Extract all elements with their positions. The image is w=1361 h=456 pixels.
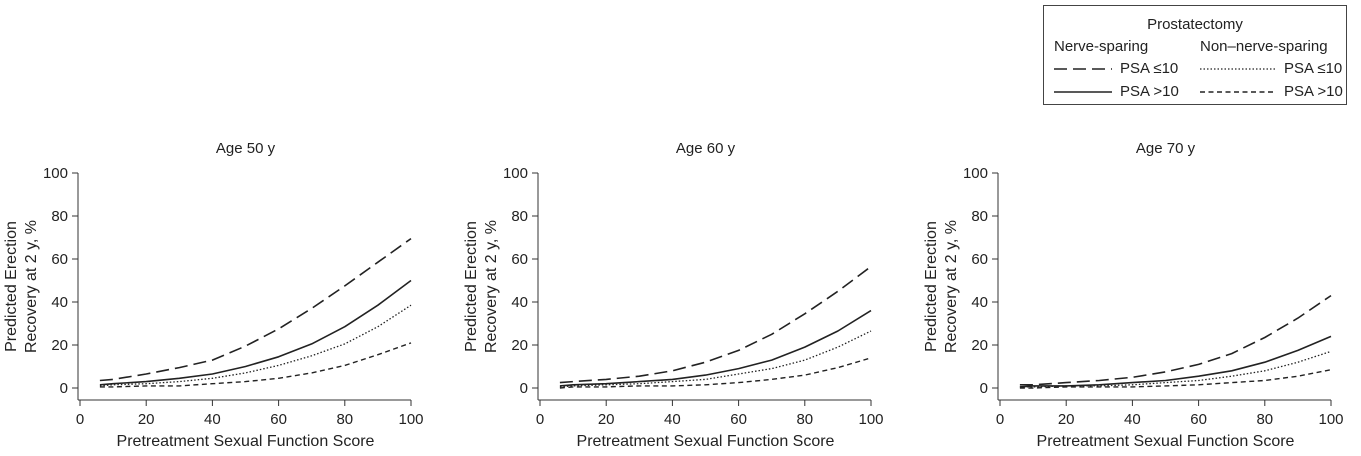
legend: Prostatectomy Nerve-sparing Non–nerve-sp… bbox=[1043, 5, 1347, 105]
legend-swatch-shortdash bbox=[1200, 91, 1276, 93]
y-tick-label: 40 bbox=[971, 294, 988, 311]
x-tick-label: 60 bbox=[730, 411, 747, 428]
x-tick-label: 80 bbox=[336, 411, 353, 428]
y-tick-label: 80 bbox=[511, 208, 528, 225]
legend-label: PSA ≤10 bbox=[1284, 60, 1343, 77]
x-axis-label: Pretreatment Sexual Function Score bbox=[117, 433, 375, 450]
y-tick-label: 20 bbox=[511, 337, 528, 354]
x-tick-label: 20 bbox=[138, 411, 155, 428]
x-tick-label: 40 bbox=[1124, 411, 1141, 428]
y-tick-label: 0 bbox=[60, 380, 68, 397]
x-tick-label: 0 bbox=[76, 411, 84, 428]
x-tick-label: 40 bbox=[204, 411, 221, 428]
x-tick-label: 80 bbox=[796, 411, 813, 428]
legend-label: PSA >10 bbox=[1284, 83, 1343, 100]
y-axis-label: Predicted Erection Recovery at 2 y, % bbox=[463, 220, 500, 353]
legend-swatch-longdash bbox=[1054, 68, 1112, 70]
y-tick-label: 100 bbox=[43, 165, 68, 182]
x-tick-label: 0 bbox=[996, 411, 1004, 428]
y-tick-label: 20 bbox=[971, 337, 988, 354]
series-line-dotted bbox=[99, 304, 412, 387]
legend-label: PSA ≤10 bbox=[1120, 60, 1179, 77]
legend-swatch-solid bbox=[1054, 91, 1112, 93]
chart-title: Age 50 y bbox=[216, 140, 276, 157]
x-tick-label: 100 bbox=[858, 411, 883, 428]
series-line-shortdash bbox=[99, 342, 412, 388]
x-tick-label: 60 bbox=[1190, 411, 1207, 428]
x-tick-label: 0 bbox=[536, 411, 544, 428]
y-axis-label: Predicted Erection Recovery at 2 y, % bbox=[3, 220, 40, 353]
series-line-shortdash bbox=[1019, 369, 1332, 389]
y-tick-label: 100 bbox=[503, 165, 528, 182]
legend-item-nns-psa-low: PSA ≤10 bbox=[1200, 60, 1343, 78]
y-tick-label: 40 bbox=[51, 294, 68, 311]
series-line-longdash bbox=[559, 265, 872, 384]
series-line-dotted bbox=[1019, 350, 1332, 388]
legend-swatch-dotted bbox=[1200, 68, 1276, 70]
series-line-solid bbox=[559, 309, 872, 387]
x-tick-label: 20 bbox=[1058, 411, 1075, 428]
legend-item-ns-psa-low: PSA ≤10 bbox=[1054, 60, 1182, 78]
chart-title: Age 70 y bbox=[1136, 140, 1196, 157]
legend-group-nerve-sparing: Nerve-sparing bbox=[1054, 38, 1149, 55]
x-tick-label: 100 bbox=[1318, 411, 1343, 428]
legend-label: PSA >10 bbox=[1120, 83, 1179, 100]
y-axis-label: Predicted Erection Recovery at 2 y, % bbox=[923, 220, 960, 353]
legend-title: Prostatectomy bbox=[1147, 16, 1243, 33]
y-tick-label: 60 bbox=[511, 251, 528, 268]
x-tick-label: 40 bbox=[664, 411, 681, 428]
chart-title: Age 60 y bbox=[676, 140, 736, 157]
y-tick-label: 40 bbox=[511, 294, 528, 311]
series-line-solid bbox=[99, 279, 412, 386]
x-tick-label: 100 bbox=[398, 411, 423, 428]
series-line-solid bbox=[1019, 335, 1332, 388]
series-line-dotted bbox=[559, 330, 872, 388]
series-line-shortdash bbox=[559, 357, 872, 389]
x-axis-label: Pretreatment Sexual Function Score bbox=[577, 433, 835, 450]
y-tick-label: 80 bbox=[971, 208, 988, 225]
x-axis-label: Pretreatment Sexual Function Score bbox=[1037, 433, 1295, 450]
y-tick-label: 60 bbox=[51, 251, 68, 268]
y-tick-label: 60 bbox=[971, 251, 988, 268]
y-tick-label: 0 bbox=[520, 380, 528, 397]
legend-item-nns-psa-high: PSA >10 bbox=[1200, 83, 1343, 101]
series-line-longdash bbox=[1019, 294, 1332, 386]
legend-group-non-nerve-sparing: Non–nerve-sparing bbox=[1200, 38, 1328, 55]
x-tick-label: 80 bbox=[1256, 411, 1273, 428]
legend-item-ns-psa-high: PSA >10 bbox=[1054, 83, 1182, 101]
x-tick-label: 60 bbox=[270, 411, 287, 428]
y-tick-label: 80 bbox=[51, 208, 68, 225]
x-tick-label: 20 bbox=[598, 411, 615, 428]
y-tick-label: 100 bbox=[963, 165, 988, 182]
y-tick-label: 20 bbox=[51, 337, 68, 354]
y-tick-label: 0 bbox=[980, 380, 988, 397]
